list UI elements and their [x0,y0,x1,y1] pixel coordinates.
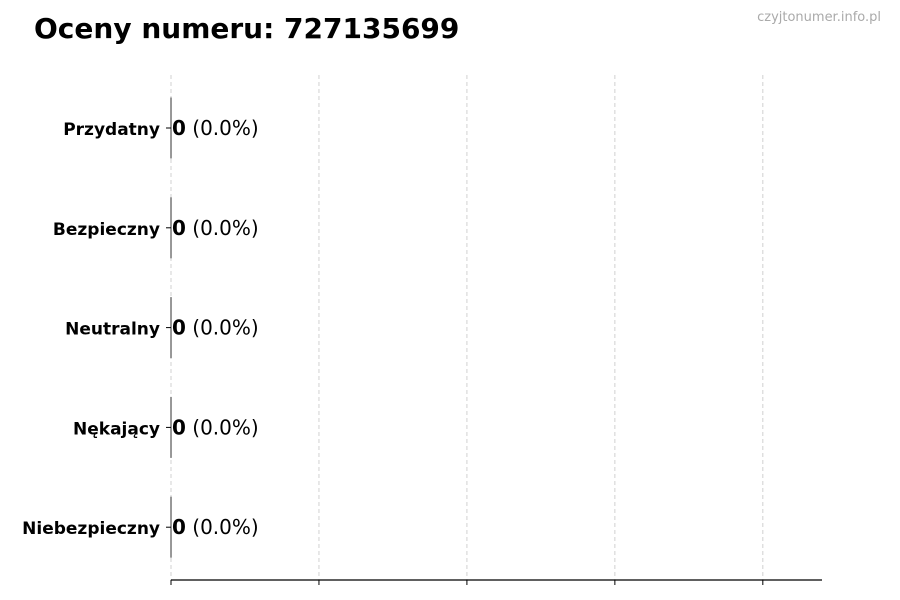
category-label: Niebezpieczny [22,519,160,539]
data-label: 0 (0.0%) [172,415,259,439]
data-label-percent: (0.0%) [186,316,259,340]
data-label: 0 (0.0%) [172,316,259,340]
data-label-count: 0 [172,216,186,240]
data-label: 0 (0.0%) [172,515,259,539]
data-label-percent: (0.0%) [186,116,259,140]
chart-title: Oceny numeru: 727135699 [34,12,460,45]
data-label-percent: (0.0%) [186,216,259,240]
data-label-count: 0 [172,515,186,539]
category-label: Nękający [73,419,160,439]
category-label: Bezpieczny [53,220,160,240]
category-label: Przydatny [63,120,160,140]
data-label-percent: (0.0%) [186,515,259,539]
data-label: 0 (0.0%) [172,216,259,240]
category-label: Neutralny [65,320,160,340]
data-label-count: 0 [172,116,186,140]
watermark: czyjtonumer.info.pl [757,10,881,25]
data-label-percent: (0.0%) [186,415,259,439]
data-label: 0 (0.0%) [172,116,259,140]
data-label-count: 0 [172,415,186,439]
data-label-count: 0 [172,316,186,340]
